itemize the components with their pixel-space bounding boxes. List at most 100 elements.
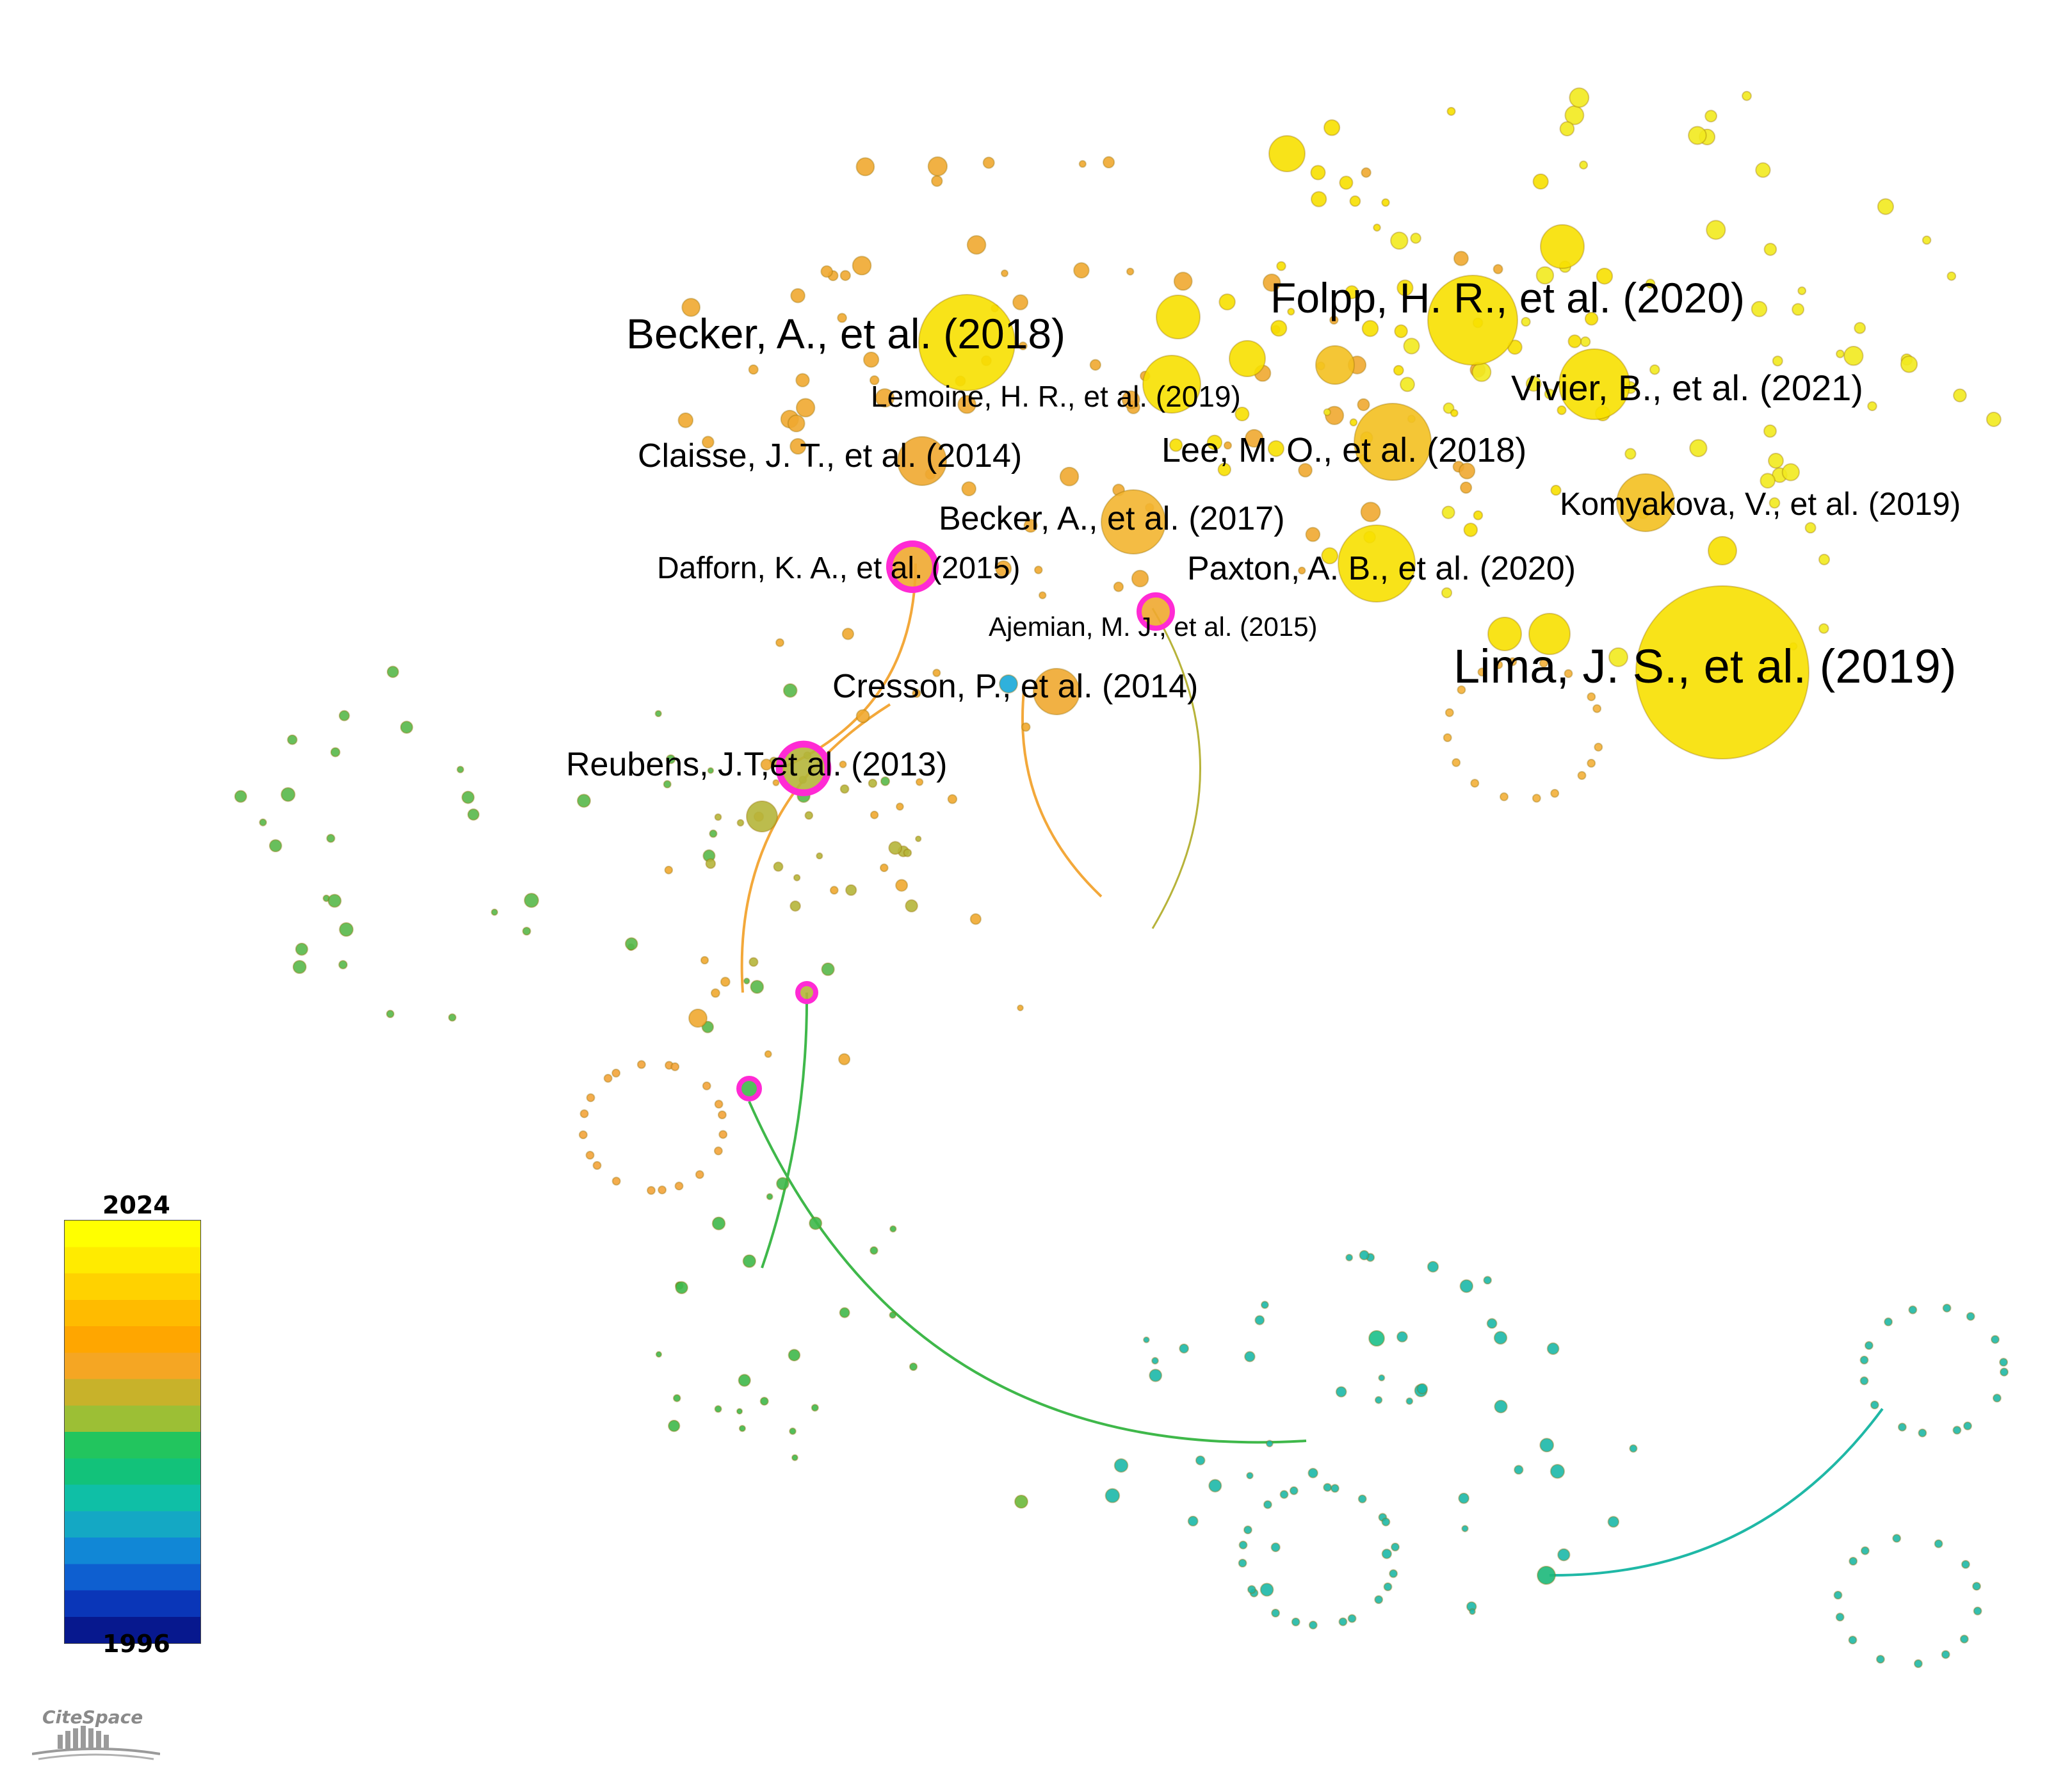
reference-node[interactable]: [1539, 1438, 1555, 1453]
reference-node[interactable]: [1113, 1458, 1129, 1473]
reference-node[interactable]: [1557, 405, 1567, 416]
reference-node[interactable]: [1539, 658, 1548, 668]
reference-node[interactable]: [915, 835, 922, 843]
label-lemoine-2019[interactable]: Lemoine, H. R., et al. (2019): [871, 380, 1241, 413]
reference-node[interactable]: [1471, 362, 1492, 382]
reference-node[interactable]: [736, 818, 745, 827]
reference-node[interactable]: [738, 1425, 747, 1432]
reference-node[interactable]: [1453, 250, 1469, 266]
reference-node[interactable]: [868, 778, 878, 788]
reference-node[interactable]: [1345, 285, 1359, 300]
reference-node[interactable]: [592, 1161, 602, 1170]
reference-node[interactable]: [1349, 195, 1361, 207]
reference-node[interactable]: [1992, 1393, 2002, 1403]
reference-node[interactable]: [839, 270, 851, 281]
reference-node[interactable]: [1361, 167, 1372, 178]
reference-node[interactable]: [1487, 617, 1522, 651]
reference-node[interactable]: [1544, 388, 1555, 400]
reference-node[interactable]: [1934, 1539, 1943, 1548]
reference-node[interactable]: [1305, 526, 1321, 542]
reference-node[interactable]: [713, 1146, 723, 1156]
reference-node[interactable]: [1338, 1617, 1348, 1627]
reference-node[interactable]: [759, 1397, 769, 1406]
reference-node[interactable]: [1265, 1440, 1274, 1448]
reference-node[interactable]: [809, 1216, 823, 1230]
reference-node[interactable]: [750, 980, 765, 994]
reference-node[interactable]: [1540, 224, 1585, 269]
reference-node[interactable]: [1900, 355, 1918, 373]
reference-node[interactable]: [1446, 106, 1456, 116]
reference-node[interactable]: [1854, 321, 1866, 334]
reference-node[interactable]: [1999, 1358, 2009, 1367]
reference-node[interactable]: [677, 412, 694, 428]
label-vivier-2021[interactable]: Vivier, B., et al. (2021): [1511, 368, 1863, 408]
reference-node[interactable]: [1443, 733, 1452, 742]
reference-node[interactable]: [1354, 403, 1432, 481]
reference-node[interactable]: [1557, 1548, 1571, 1562]
reference-node[interactable]: [742, 1254, 757, 1269]
reference-node[interactable]: [875, 388, 895, 408]
reference-node[interactable]: [578, 1130, 588, 1140]
reference-node[interactable]: [461, 790, 475, 804]
reference-node[interactable]: [647, 1186, 656, 1195]
reference-node[interactable]: [707, 767, 715, 774]
reference-node[interactable]: [1546, 1342, 1560, 1355]
reference-node[interactable]: [773, 861, 784, 872]
reference-node[interactable]: [1321, 547, 1339, 565]
reference-node[interactable]: [1396, 1331, 1408, 1343]
reference-node[interactable]: [1843, 345, 1864, 366]
reference-node[interactable]: [1973, 1606, 1982, 1616]
reference-node[interactable]: [1360, 501, 1381, 523]
reference-node[interactable]: [772, 779, 780, 786]
reference-node[interactable]: [718, 1130, 728, 1139]
reference-node[interactable]: [1208, 1479, 1222, 1493]
reference-node[interactable]: [821, 962, 835, 977]
reference-node[interactable]: [1797, 286, 1807, 295]
reference-node[interactable]: [1349, 418, 1358, 426]
reference-node[interactable]: [1383, 1582, 1393, 1591]
reference-node[interactable]: [1169, 438, 1183, 452]
reference-node[interactable]: [1459, 1279, 1474, 1294]
reference-node[interactable]: [1751, 300, 1768, 318]
reference-node[interactable]: [1607, 1516, 1620, 1528]
reference-node[interactable]: [1338, 524, 1416, 603]
reference-node[interactable]: [295, 943, 309, 956]
label-lima-2019[interactable]: Lima, J. S., et al. (2019): [1453, 640, 1957, 693]
reference-node[interactable]: [385, 1009, 395, 1019]
reference-node[interactable]: [1330, 1484, 1340, 1493]
reference-node[interactable]: [688, 1009, 708, 1028]
reference-node[interactable]: [1329, 315, 1339, 325]
reference-node[interactable]: [709, 829, 718, 838]
reference-node[interactable]: [1246, 1472, 1254, 1480]
reference-node[interactable]: [611, 1068, 621, 1078]
reference-node[interactable]: [1947, 271, 1957, 281]
reference-node[interactable]: [1849, 1557, 1858, 1566]
reference-node[interactable]: [903, 848, 912, 857]
reference-node[interactable]: [1493, 264, 1503, 275]
reference-node[interactable]: [1564, 669, 1573, 678]
reference-node[interactable]: [1173, 272, 1193, 291]
reference-node[interactable]: [1410, 232, 1421, 244]
reference-node[interactable]: [655, 1351, 663, 1358]
reference-node[interactable]: [636, 1060, 646, 1069]
reference-node[interactable]: [524, 893, 539, 908]
reference-node[interactable]: [1390, 231, 1409, 250]
reference-node[interactable]: [1347, 1614, 1357, 1623]
reference-node[interactable]: [1059, 466, 1080, 487]
reference-node[interactable]: [1848, 1635, 1858, 1645]
reference-node[interactable]: [748, 364, 759, 375]
reference-node[interactable]: [1629, 1444, 1638, 1453]
reference-node[interactable]: [1323, 119, 1341, 136]
reference-node[interactable]: [1689, 439, 1708, 457]
reference-node[interactable]: [1143, 1336, 1150, 1343]
reference-node[interactable]: [339, 921, 354, 937]
reference-node[interactable]: [1441, 587, 1453, 599]
reference-node[interactable]: [870, 810, 879, 820]
reference-node[interactable]: [287, 734, 298, 745]
reference-node[interactable]: [1034, 565, 1043, 574]
reference-node[interactable]: [1645, 279, 1656, 289]
reference-node[interactable]: [897, 436, 947, 486]
reference-node[interactable]: [788, 1349, 801, 1362]
reference-node[interactable]: [654, 710, 662, 718]
reference-node[interactable]: [1624, 448, 1637, 460]
